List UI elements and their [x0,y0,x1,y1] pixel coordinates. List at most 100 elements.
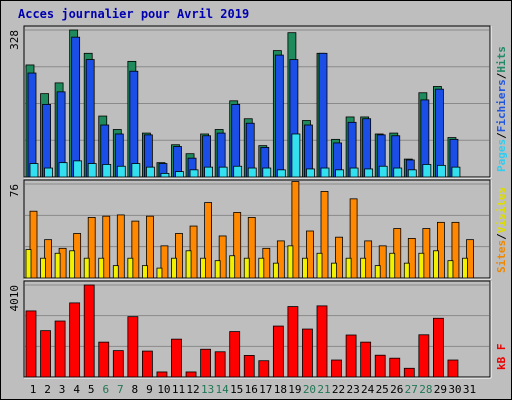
x-tick-label: 28 [419,383,432,396]
bar-sites [87,216,96,279]
bar-sites [204,202,213,279]
bar-pages [393,167,403,178]
x-tick-label: 19 [288,383,301,396]
bar-visites [243,257,250,279]
bar-visites [171,257,177,279]
legend-entry: Hits [495,46,508,73]
bar-kb-f [156,371,168,378]
x-tick-label: 27 [405,383,418,396]
x-tick-label: 22 [332,383,345,396]
bar-kb-f [432,317,444,378]
bar-visites [40,257,46,279]
bar-sites [291,181,300,279]
bar-pages [262,167,272,178]
bar-pages [306,168,315,178]
bar-visites [374,265,381,279]
bar-kb-f [360,341,372,378]
bar-sites [320,191,329,279]
bar-visites [156,267,163,279]
bar-pages [335,169,344,178]
bar-visites [185,250,192,279]
bar-sites [102,215,111,279]
bar-pages [218,166,228,178]
x-tick-label: 16 [245,383,258,396]
x-tick-label: 8 [132,383,139,396]
bar-kb-f [127,316,139,378]
bar-kb-f [214,351,226,378]
x-tick-label: 3 [59,383,66,396]
x-tick-label: 2 [44,383,51,396]
x-tick-label: 13 [201,383,214,396]
bar-pages [422,164,432,178]
y-max-label: 76 [8,184,21,197]
bar-visites [462,257,468,279]
bar-fichiers [129,70,139,178]
bar-fichiers [362,118,372,178]
legend-entry: / [495,72,508,79]
x-tick-label: 30 [448,383,461,396]
bar-pages [276,169,286,178]
bar-pages [320,167,330,178]
bar-visites [69,250,76,279]
bar-pages [131,163,141,178]
bar-fichiers [434,88,444,178]
bar-sites [436,221,445,279]
bar-kb-f [258,360,270,378]
bar-visites [141,265,148,279]
bar-pages [451,166,461,178]
bar-kb-f [112,350,124,378]
x-tick-label: 11 [172,383,185,396]
bar-pages [160,173,170,178]
bar-visites [316,252,323,279]
bar-fichiers [27,72,37,178]
bar-kb-f [25,310,37,378]
bar-fichiers [274,54,284,178]
bar-visites [331,262,337,279]
bar-kb-f [374,354,386,378]
legend-entry: kB F [495,344,508,371]
bar-sites [218,235,227,279]
bar-kb-f [200,348,212,378]
bar-kb-f [418,334,430,378]
bar-visites [83,257,90,279]
bar-pages [145,166,155,178]
bar-kb-f [40,330,51,378]
x-tick-label: 14 [216,383,230,396]
bar-pages [407,169,417,178]
bar-visites [112,265,119,279]
bar-sites [29,210,38,279]
bar-fichiers [318,52,328,178]
bar-kb-f [98,341,110,378]
x-tick-label: 24 [361,383,375,396]
chart-title: Acces journalier pour Avril 2019 [18,7,250,21]
bar-pages [116,165,126,178]
legend-entry: / [495,233,508,240]
bar-pages [102,164,112,178]
bar-visites [25,249,32,279]
bar-kb-f [171,338,182,378]
bar-pages [73,160,83,178]
bar-visites [447,260,454,279]
legend-entry: Sites [495,240,508,273]
bar-pages [29,163,39,178]
bar-visites [418,252,425,279]
bar-pages [44,167,53,178]
bar-kb-f [141,350,153,378]
bar-sites [407,238,416,279]
bar-kb-f [243,355,255,378]
legend-entry: Fichiers [495,79,508,132]
bar-sites [247,216,256,279]
bar-pages [349,167,359,178]
bar-sites [378,245,387,279]
bar-sites [349,198,358,279]
bar-pages [364,168,374,178]
bar-visites [258,257,265,279]
bar-pages [233,165,243,178]
bar-visites [302,257,308,279]
bar-pages [204,166,214,178]
bar-visites [345,257,352,279]
bar-visites [200,257,207,279]
bar-visites [403,262,410,279]
x-tick-label: 17 [259,383,272,396]
